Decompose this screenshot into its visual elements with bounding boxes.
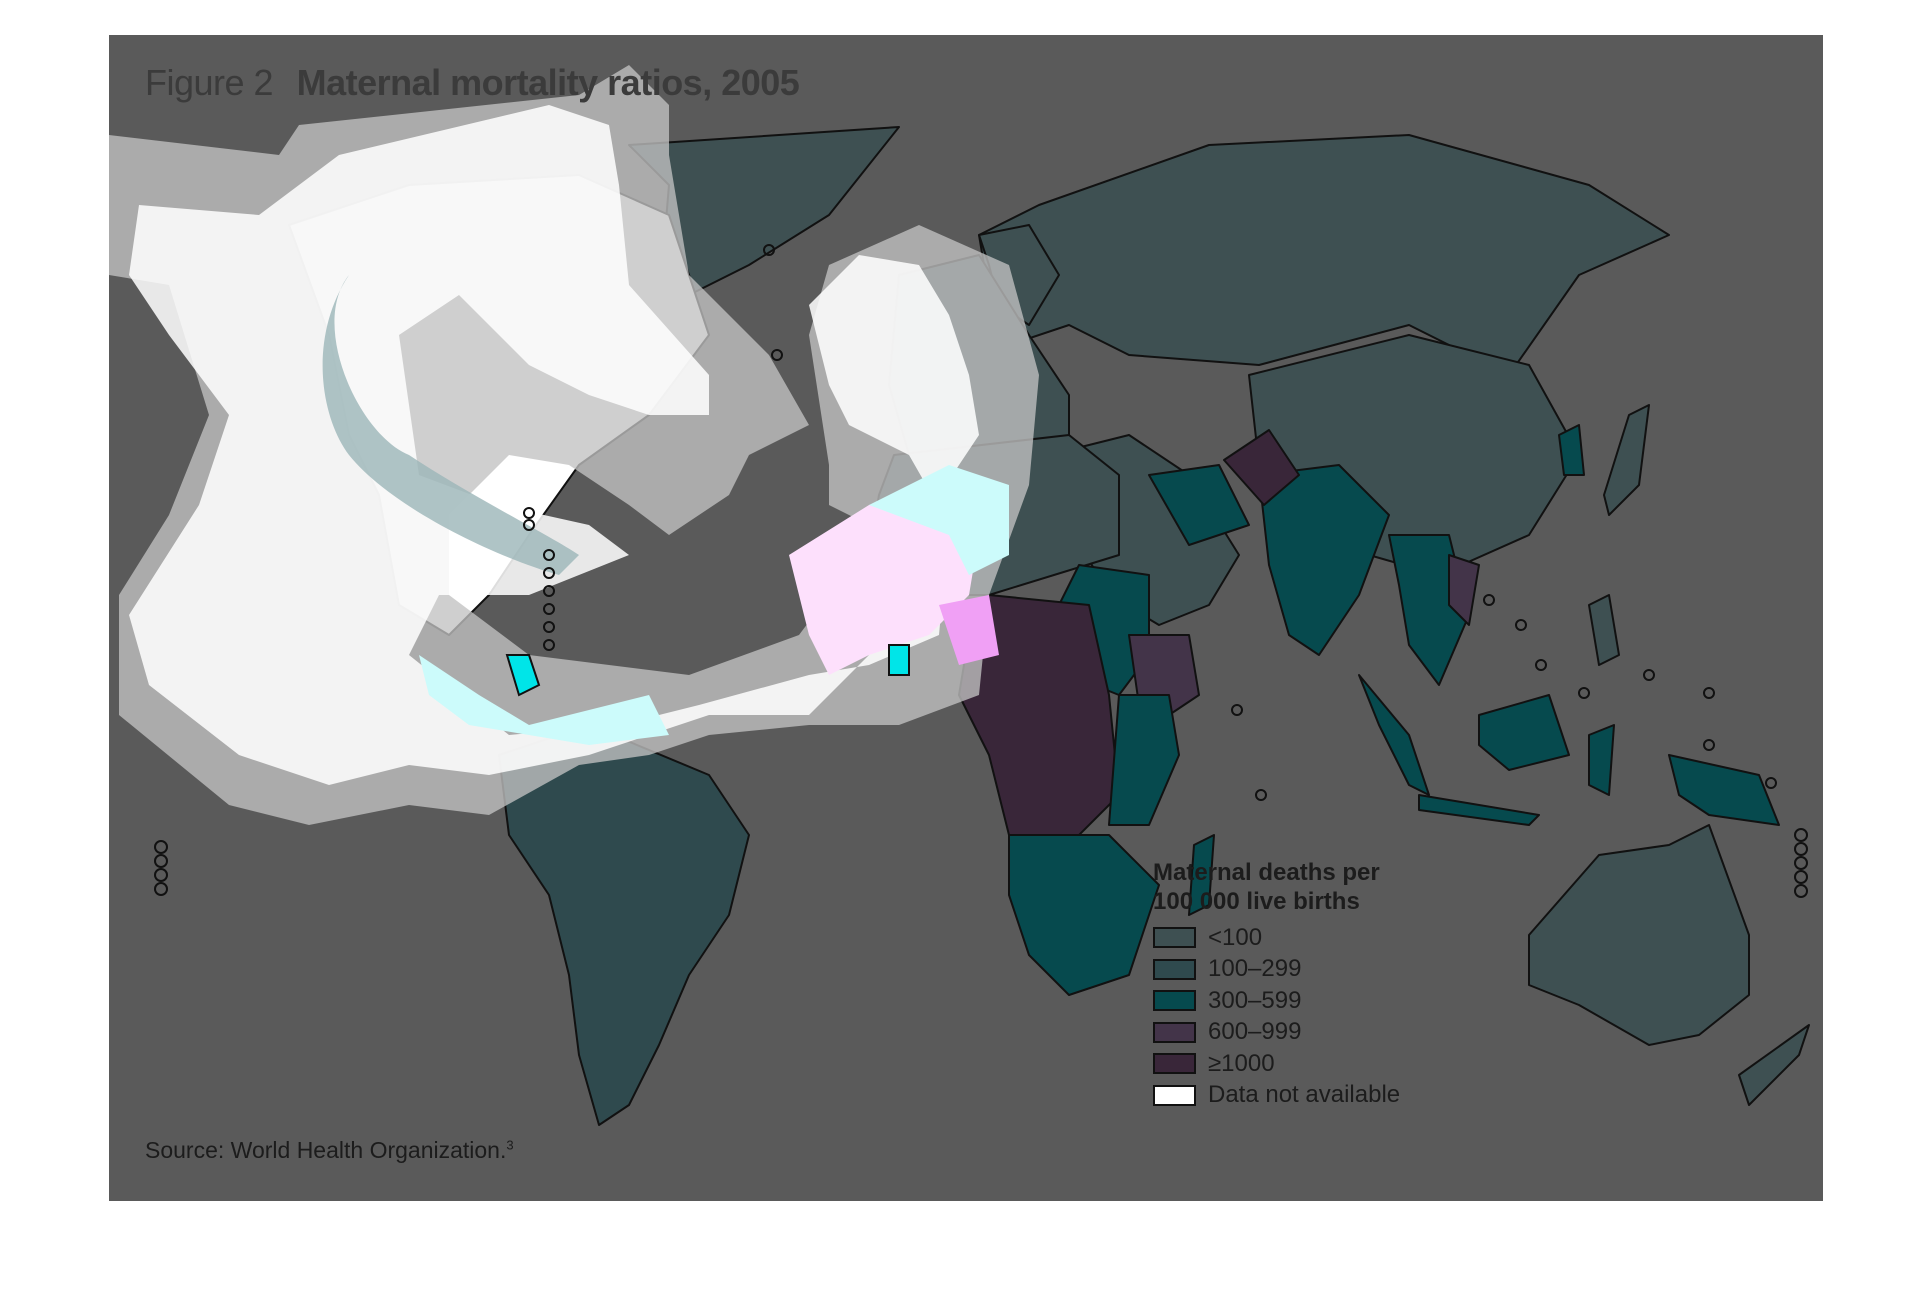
madagascar [1188, 834, 1215, 916]
sumatra [1358, 674, 1430, 796]
north-africa-highlight [869, 465, 1009, 575]
laos [1448, 554, 1480, 626]
philippines [1588, 594, 1620, 666]
legend-swatch [1153, 1021, 1196, 1043]
legend-item-ge1000: ≥1000 [1153, 1048, 1403, 1080]
iran [1148, 464, 1250, 546]
legend-label: 600–999 [1208, 1018, 1302, 1046]
source-footnote: 3 [506, 1137, 514, 1153]
java [1418, 794, 1540, 826]
korea [1558, 424, 1585, 476]
map-panel [109, 35, 1823, 1201]
nigeria-highlight [939, 595, 999, 665]
legend-title: Maternal deaths per 100 000 live births [1153, 859, 1380, 915]
caribbean-highlight [419, 655, 669, 745]
legend-label: 100–299 [1208, 955, 1302, 983]
legend-item-600-999: 600–999 [1153, 1017, 1403, 1049]
legend-swatch [1153, 1084, 1196, 1106]
west-africa-highlight [789, 485, 979, 675]
russia [978, 134, 1670, 376]
afghanistan [1223, 429, 1300, 506]
legend-swatch [1153, 1053, 1196, 1075]
east-africa [1108, 694, 1180, 826]
new-guinea [1668, 754, 1780, 826]
halo-americas-inner [129, 105, 979, 785]
sulawesi [1588, 724, 1615, 796]
legend-item-lt100: <100 [1153, 922, 1403, 954]
legend-item-300-599: 300–599 [1153, 985, 1403, 1017]
legend-label: <100 [1208, 923, 1263, 951]
legend-swatch [1153, 958, 1196, 980]
new-zealand [1738, 1024, 1810, 1106]
india [1258, 464, 1390, 656]
borneo [1478, 694, 1570, 771]
figure-heading: Maternal mortality ratios, 2005 [296, 62, 800, 103]
world-map [109, 65, 1810, 1126]
figure-title: Figure 2 Maternal mortality ratios, 2005 [145, 62, 800, 104]
south-america [498, 724, 750, 1126]
source-text: Source: World Health Organization. [145, 1137, 507, 1163]
legend-swatch [1153, 927, 1196, 949]
legend-item-no-data: Data not available [1153, 1080, 1403, 1112]
legend-label: ≥1000 [1208, 1049, 1275, 1077]
legend-label: 300–599 [1208, 986, 1302, 1014]
legend-swatch [1153, 990, 1196, 1012]
legend-item-100-299: 100–299 [1153, 954, 1403, 986]
ghana-highlight [888, 644, 910, 676]
guyana-highlight [505, 654, 541, 697]
figure-label: Figure 2 [145, 62, 274, 103]
source-note: Source: World Health Organization.3 [145, 1137, 514, 1164]
southern-africa [1008, 834, 1160, 996]
australia [1528, 824, 1750, 1046]
halo-teal-band [322, 275, 579, 575]
legend-label: Data not available [1208, 1081, 1401, 1109]
japan [1603, 404, 1650, 516]
map-legend: Maternal deaths per 100 000 live births … [1153, 858, 1403, 1111]
